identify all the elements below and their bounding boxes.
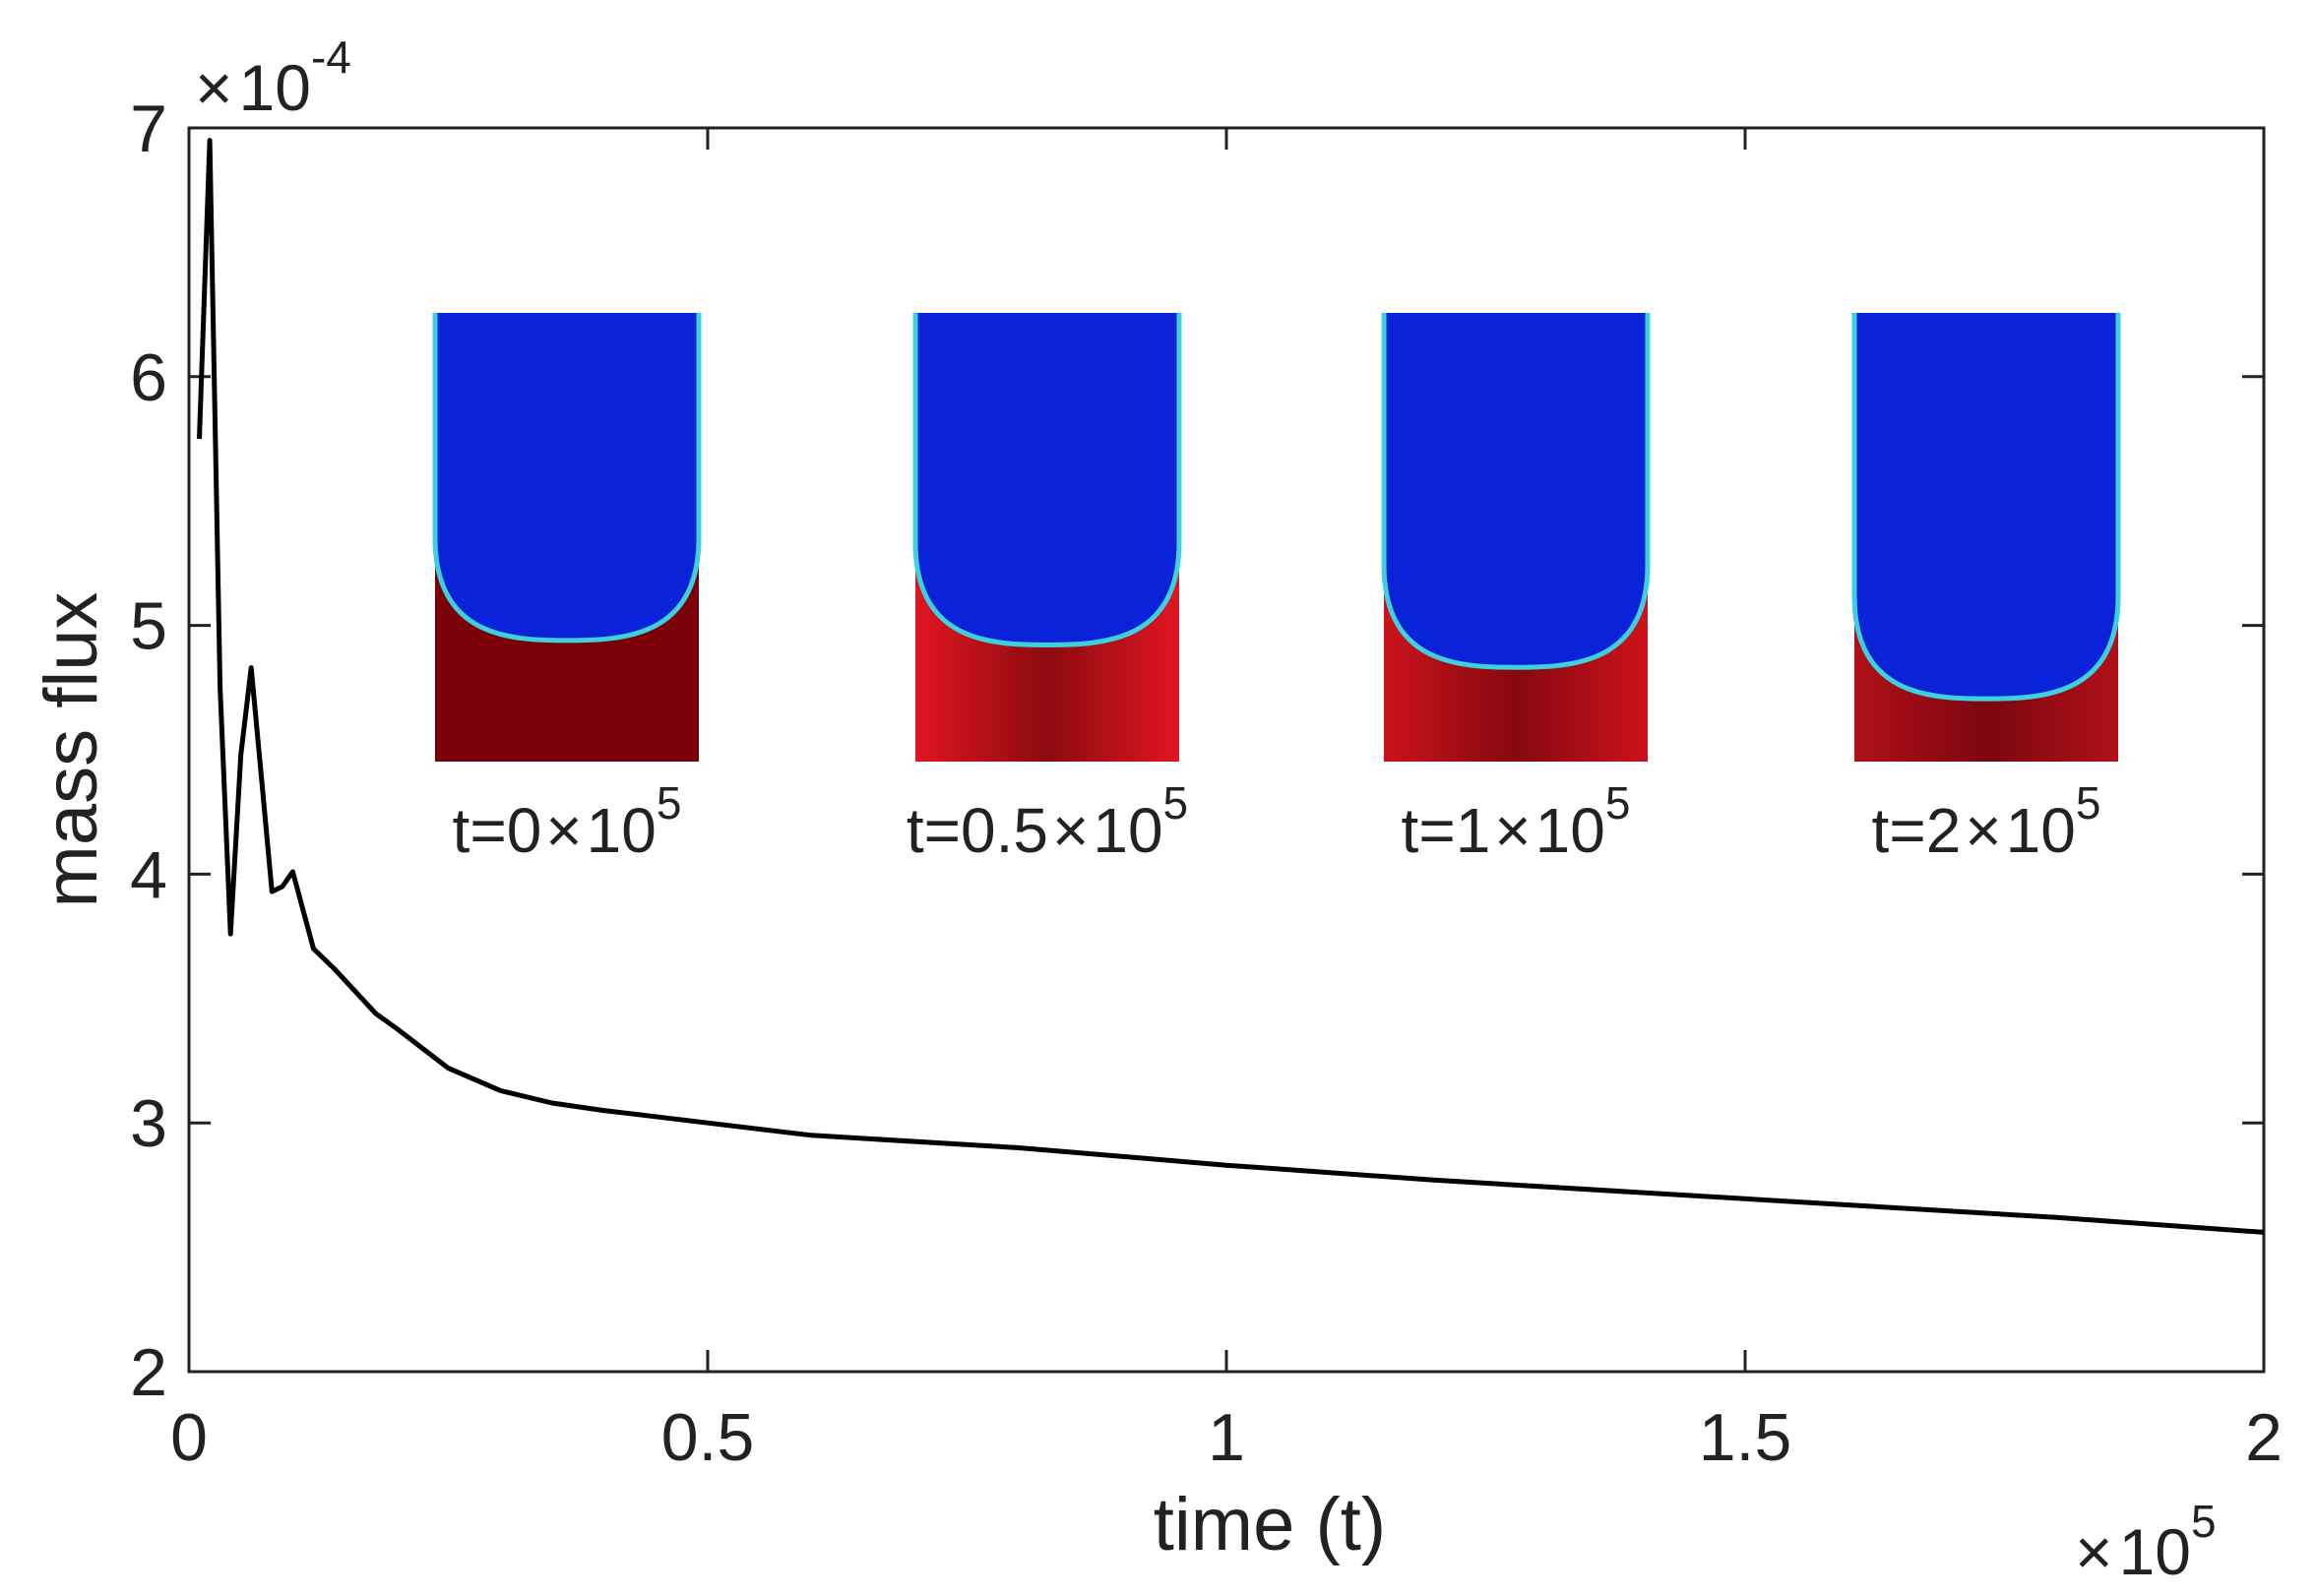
y-tick-label: 4 [130, 837, 167, 912]
interface-line [1381, 313, 1651, 670]
inset-snapshots: t=0×105 t=0.5×105 t=1×105 t=2×105 [432, 313, 2121, 866]
y-tick-label: 3 [130, 1086, 167, 1161]
interface-line [432, 313, 702, 644]
inset-snapshot: t=0.5×105 [907, 313, 1188, 866]
x-tick-label: 1.5 [1699, 1400, 1792, 1475]
inset-label: t=0.5×105 [907, 777, 1188, 866]
mass-flux-line [197, 138, 2265, 1235]
upper-phase [915, 313, 1179, 645]
interface-line [1851, 313, 2121, 702]
inset-snapshot: t=2×105 [1851, 313, 2121, 866]
y-axis-multiplier: ×10-4 [195, 31, 351, 124]
x-axis-multiplier: ×105 [2075, 1496, 2217, 1588]
y-tick-label: 2 [130, 1335, 167, 1410]
x-tick-label: 1 [1208, 1400, 1245, 1475]
upper-phase [435, 313, 699, 641]
y-tick-label: 7 [130, 92, 167, 166]
upper-phase [1384, 313, 1648, 668]
y-tick-label: 6 [130, 340, 167, 415]
y-tick-label: 5 [130, 589, 167, 664]
inset-label: t=0×105 [453, 777, 682, 866]
interface-line [912, 313, 1182, 647]
inset-label: t=2×105 [1872, 777, 2101, 866]
inset-label: t=1×105 [1402, 777, 1631, 866]
y-axis-label: mass flux [30, 592, 113, 908]
x-tick-label: 0.5 [661, 1400, 755, 1475]
x-axis-ticks: 0 0.5 1 1.5 2 [170, 128, 2283, 1475]
inset-snapshot: t=1×105 [1381, 313, 1651, 866]
x-tick-label: 0 [170, 1400, 208, 1475]
upper-phase [1854, 313, 2118, 700]
y-axis-ticks: 2 3 4 5 6 7 [130, 92, 2264, 1410]
inset-snapshot: t=0×105 [432, 313, 702, 866]
x-tick-label: 2 [2245, 1400, 2283, 1475]
x-axis-label: time (t) [1154, 1483, 1386, 1566]
